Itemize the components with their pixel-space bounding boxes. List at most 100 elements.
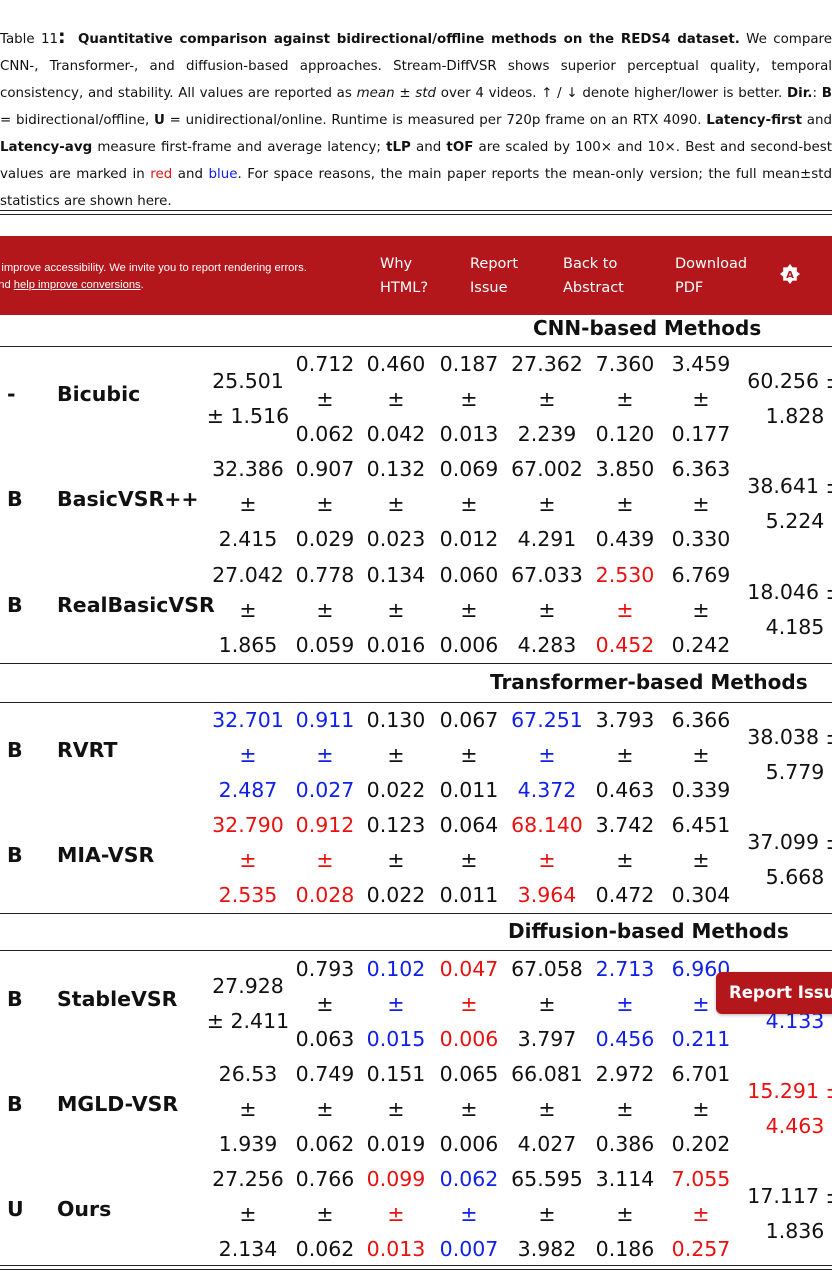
cell-value: ±	[538, 743, 556, 767]
report-issue-link[interactable]: Report Issue	[470, 252, 518, 300]
cell-value: 0.011	[439, 883, 499, 907]
caption-text: = bidirectional/offline,	[0, 113, 154, 128]
html-conversion-banner: o improve accessibility. We invite you t…	[0, 236, 832, 315]
help-improve-link[interactable]: help improve conversions	[13, 279, 141, 291]
row-direction: B	[7, 593, 23, 617]
cell-value: 0.060	[439, 563, 499, 587]
accessibility-icon[interactable]: A	[780, 264, 800, 284]
cell-value: ±	[616, 1202, 634, 1226]
cell-value: ±	[239, 1202, 257, 1226]
cell-value: 0.012	[439, 527, 499, 551]
cell-value: ±	[538, 387, 556, 411]
cell-value: 0.202	[671, 1132, 731, 1156]
cell-value: 27.256	[212, 1167, 284, 1191]
cell-value: ±	[538, 598, 556, 622]
caption-u: U	[154, 113, 165, 128]
nav-label: Why	[380, 256, 413, 272]
cell-value: 0.047	[439, 957, 499, 981]
cell-value: 15.291 ±	[747, 1079, 832, 1103]
cell-value: 0.907	[295, 457, 355, 481]
row-direction: B	[7, 738, 23, 762]
cell-value: 0.130	[366, 708, 426, 732]
cell-value: 0.023	[366, 527, 426, 551]
cell-value: 2.530	[595, 563, 655, 587]
cell-value: 17.117 ±	[747, 1184, 832, 1208]
caption-b: B	[821, 86, 832, 101]
cell-value: 0.013	[366, 1237, 426, 1261]
cell-value: ±	[460, 743, 478, 767]
cell-value: 3.793	[595, 708, 655, 732]
row-method: MGLD-VSR	[57, 1092, 179, 1116]
cell-value: 4.027	[517, 1132, 577, 1156]
nav-label: Download	[675, 256, 748, 272]
download-pdf-link[interactable]: Download PDF	[675, 252, 747, 300]
group-header-cnn: CNN-based Methods	[533, 316, 762, 340]
cell-value: ±	[316, 848, 334, 872]
caption-text: over 4 videos. ↑ / ↓ denote higher/lower…	[436, 86, 788, 101]
cell-value: 2.239	[517, 422, 577, 446]
cell-value: ±	[692, 743, 710, 767]
cell-value: 0.022	[366, 883, 426, 907]
cell-value: 3.114	[595, 1167, 655, 1191]
cell-value: 0.456	[595, 1027, 655, 1051]
cell-value: ±	[316, 1097, 334, 1121]
report-issue-button[interactable]: Report Issue	[716, 972, 832, 1014]
cell-value: 0.006	[439, 1132, 499, 1156]
cell-value: 3.742	[595, 813, 655, 837]
caption-text: and	[802, 113, 832, 128]
cell-value: 18.046 ±	[747, 580, 832, 604]
cell-value: ±	[616, 492, 634, 516]
cell-value: 2.713	[595, 957, 655, 981]
nav-label: Abstract	[563, 280, 624, 296]
caption-label: Table 11	[0, 32, 59, 47]
cell-value: 0.793	[295, 957, 355, 981]
cell-value: 4.283	[517, 633, 577, 657]
cell-value: 1.939	[218, 1132, 278, 1156]
cell-value: 4.185	[765, 615, 825, 639]
cell-value: ±	[460, 1097, 478, 1121]
cell-value: 27.362	[511, 352, 583, 376]
cell-value: ±	[239, 598, 257, 622]
caption-tlp: tLP	[386, 140, 411, 155]
cell-value: 32.386	[212, 457, 284, 481]
caption-text: and	[410, 140, 447, 155]
cell-value: 0.242	[671, 633, 731, 657]
cell-value: ±	[616, 743, 634, 767]
nav-label: Issue	[470, 280, 508, 296]
banner-message-text: and	[0, 279, 11, 291]
cell-value: ±	[460, 387, 478, 411]
cell-value: 3.459	[671, 352, 731, 376]
cell-value: 60.256 ±	[747, 369, 832, 393]
cell-value: 2.415	[218, 527, 278, 551]
cell-value: 0.007	[439, 1237, 499, 1261]
svg-text:A: A	[786, 270, 794, 281]
cell-value: 6.701	[671, 1062, 731, 1086]
cell-value: 6.451	[671, 813, 731, 837]
cell-value: 3.964	[517, 883, 577, 907]
cell-value: ±	[387, 387, 405, 411]
cell-value: 3.797	[517, 1027, 577, 1051]
cell-value: ±	[692, 992, 710, 1016]
back-to-abstract-link[interactable]: Back to Abstract	[563, 252, 624, 300]
caption-latency-first: Latency-first	[706, 113, 802, 128]
cell-value: ±	[239, 848, 257, 872]
cell-value: 0.211	[671, 1027, 731, 1051]
cell-value: ±	[616, 992, 634, 1016]
cell-value: 0.257	[671, 1237, 731, 1261]
cell-value: ±	[387, 992, 405, 1016]
cell-value: 25.501	[212, 369, 284, 393]
cell-value: ±	[692, 1097, 710, 1121]
caption-text: We compare CNN-, Transformer-, and diffu…	[0, 32, 832, 101]
row-direction: B	[7, 1092, 23, 1116]
cell-value: ±	[387, 1202, 405, 1226]
cell-value: 0.006	[439, 1027, 499, 1051]
cell-value: 1.836	[765, 1219, 825, 1243]
cell-value: ± 2.411	[206, 1009, 290, 1033]
cell-value: 2.535	[218, 883, 278, 907]
caption-text: = unidirectional/online. Runtime is meas…	[164, 113, 707, 128]
cell-value: 0.013	[439, 422, 499, 446]
caption-text: measure first-frame and average latency;	[92, 140, 387, 155]
cell-value: 0.029	[295, 527, 355, 551]
cell-value: ±	[460, 492, 478, 516]
why-html-link[interactable]: Why HTML?	[380, 252, 428, 300]
